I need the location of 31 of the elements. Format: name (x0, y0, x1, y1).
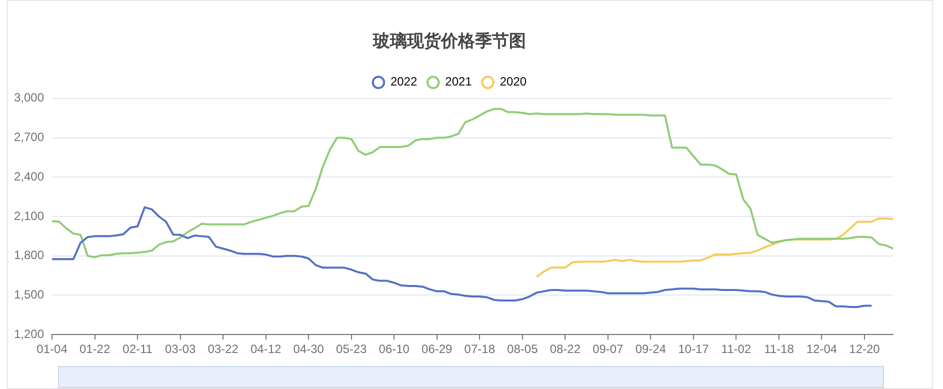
x-tick-label: 06-10 (378, 342, 410, 356)
y-tick-label: 3,000 (14, 90, 44, 105)
x-tick-label: 12-20 (849, 342, 880, 356)
chart-title: 玻璃现货价格季节图 (372, 32, 526, 52)
x-tick-label: 05-23 (336, 342, 368, 356)
y-tick-label: 2,400 (14, 169, 44, 184)
x-tick-label: 09-24 (635, 342, 666, 356)
x-tick-label: 03-03 (164, 342, 196, 356)
x-tick-label: 08-22 (550, 342, 581, 356)
x-tick-label: 10-17 (678, 342, 710, 356)
x-tick-label: 12-04 (806, 342, 838, 356)
x-tick-label: 01-22 (79, 342, 110, 356)
x-tick-label: 11-02 (721, 342, 752, 356)
x-tick-label: 11-18 (764, 342, 794, 356)
x-tick-label: 06-29 (422, 342, 453, 356)
x-tick-label: 04-30 (293, 342, 324, 356)
y-tick-label: 2,100 (14, 208, 44, 223)
y-tick-label: 2,700 (14, 130, 44, 144)
x-tick-label: 02-11 (122, 342, 153, 356)
x-tick-label: 07-18 (464, 342, 496, 356)
x-tick-label: 04-12 (250, 342, 282, 356)
y-tick-label: 1,800 (14, 248, 44, 262)
x-tick-label: 08-05 (507, 342, 538, 356)
y-tick-label: 1,200 (14, 326, 44, 341)
legend-label: 2021 (445, 74, 472, 89)
x-tick-label: 01-04 (36, 342, 68, 356)
x-tick-label: 09-07 (592, 342, 624, 356)
legend-label: 2022 (390, 74, 418, 89)
legend-label: 2020 (500, 74, 527, 89)
y-tick-label: 1,500 (14, 288, 44, 302)
x-tick-label: 03-22 (208, 342, 239, 356)
